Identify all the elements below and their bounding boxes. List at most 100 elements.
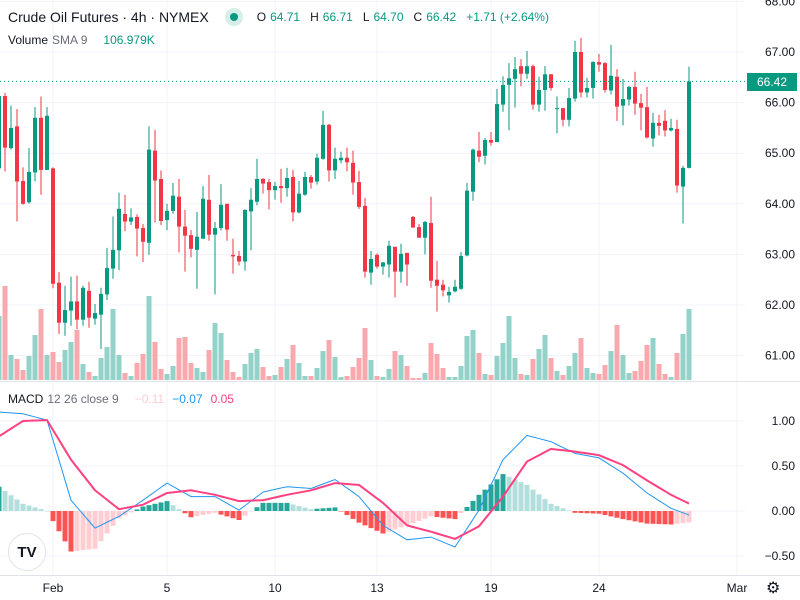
candle-body (99, 293, 103, 315)
candle-body (141, 228, 145, 242)
volume-bar (212, 323, 218, 380)
macd-histogram-bar (554, 506, 560, 511)
price-tick-label: 67.00 (765, 45, 795, 59)
volume-bar (656, 364, 662, 380)
x-tick-label: 10 (268, 581, 282, 595)
macd-histogram-bar (224, 511, 230, 517)
price-tick-label: 62.00 (765, 298, 795, 312)
candle-body (33, 117, 37, 173)
macd-histogram-bar (128, 511, 134, 513)
symbol-title[interactable]: Crude Oil Futures · 4h · NYMEX (8, 9, 209, 25)
gear-icon[interactable]: ⚙ (766, 580, 781, 597)
volume-bar (488, 375, 494, 380)
candle-body (669, 127, 673, 131)
candle-body (549, 74, 553, 88)
candle-body (339, 157, 343, 161)
volume-bar (314, 368, 320, 380)
volume-bar (224, 360, 230, 380)
macd-histogram-bar (38, 509, 44, 511)
volume-bar (50, 352, 56, 380)
macd-histogram-bar (662, 511, 668, 525)
candle-body (399, 253, 403, 272)
candle-body (267, 182, 271, 191)
candle-body (477, 150, 481, 157)
macd-legend[interactable]: MACD 12 26 close 9 −0.11 −0.07 0.05 (8, 392, 234, 406)
candle-body (147, 149, 151, 243)
volume-bar (626, 373, 632, 380)
volume-bar (458, 366, 464, 380)
candle-body (375, 254, 379, 267)
macd-histogram-bar (62, 511, 68, 542)
volume-bar (548, 358, 554, 380)
macd-histogram-bar (122, 511, 128, 516)
volume-bar (272, 375, 278, 380)
macd-histogram-bar (638, 511, 644, 523)
macd-histogram-bar (152, 503, 158, 511)
volume-bar (368, 360, 374, 380)
macd-histogram-bar (458, 511, 464, 514)
volume-bar (380, 377, 386, 380)
signal-line (0, 419, 690, 540)
volume-legend[interactable]: Volume SMA 9 106.979K (8, 33, 161, 47)
macd-histogram-value: −0.11 (134, 392, 165, 406)
macd-signal-value: 0.05 (210, 392, 234, 406)
candle-body (261, 179, 265, 184)
macd-histogram-bar (566, 510, 572, 512)
candle-body (435, 279, 439, 286)
macd-histogram-bar (386, 511, 392, 532)
macd-histogram-bar (182, 511, 188, 514)
close-key: C (413, 10, 423, 24)
macd-histogram-bar (236, 511, 242, 520)
candle-body (363, 205, 367, 272)
volume-bar (14, 359, 20, 380)
macd-histogram-bar (116, 511, 122, 519)
volume-bar (518, 374, 524, 380)
candle-body (105, 268, 109, 295)
x-tick-label: 24 (592, 581, 606, 595)
tradingview-logo[interactable]: TV (8, 533, 46, 571)
macd-histogram-bar (260, 502, 266, 511)
candle-body (555, 108, 559, 110)
volume-bar (230, 372, 236, 380)
volume-bar (680, 334, 686, 380)
volume-bar (614, 325, 620, 380)
macd-histogram-bar (536, 494, 542, 511)
volume-bar (338, 377, 344, 380)
candle-body (45, 115, 49, 170)
macd-histogram-bar (602, 511, 608, 516)
macd-histogram-bar (470, 500, 476, 511)
macd-tick-label: −0.50 (765, 549, 796, 563)
macd-histogram-bar (500, 474, 506, 511)
macd-histogram-bar (656, 511, 662, 525)
macd-histogram-bar (542, 499, 548, 511)
candle-body (369, 258, 373, 273)
candle-body (195, 236, 199, 250)
volume-bar (638, 361, 644, 380)
volume-bar (662, 374, 668, 380)
low-key: L (362, 10, 370, 24)
candle-body (117, 208, 121, 251)
macd-histogram-bar (596, 511, 602, 514)
candle-body (387, 245, 391, 265)
macd-histogram-bar (272, 502, 278, 511)
macd-histogram-bar (194, 511, 200, 517)
candle-body (351, 162, 355, 183)
macd-histogram-bar (0, 486, 2, 511)
volume-bar (620, 355, 626, 380)
macd-histogram-bar (410, 511, 416, 524)
macd-histogram-bar (614, 511, 620, 518)
macd-histogram-bar (488, 484, 494, 511)
macd-histogram-bar (416, 511, 422, 521)
candle-body (405, 252, 409, 265)
volume-bar (326, 340, 332, 380)
candle-body (9, 127, 13, 149)
macd-histogram-bar (254, 507, 260, 511)
macd-histogram-bar (686, 511, 692, 523)
macd-histogram-bar (92, 511, 98, 549)
volume-bar (194, 368, 200, 380)
volume-bar (644, 345, 650, 380)
macd-line-value: −0.07 (172, 392, 203, 406)
macd-histogram-bar (560, 508, 566, 511)
macd-histogram-bar (296, 506, 302, 511)
